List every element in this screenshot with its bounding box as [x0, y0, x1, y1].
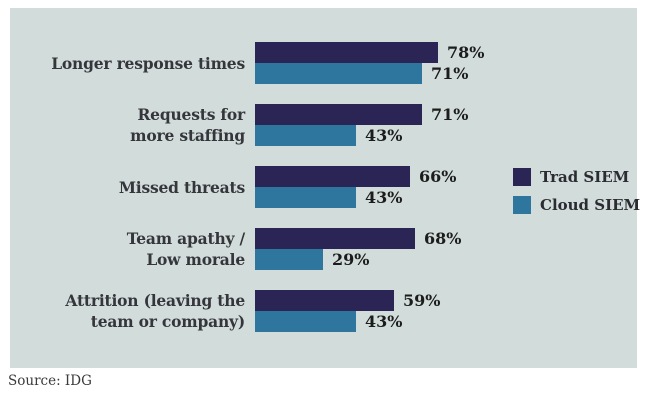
- legend-item-cloud-siem: Cloud SIEM: [513, 196, 640, 214]
- category-label-line: team or company): [90, 312, 245, 331]
- value-label-trad-siem: 68%: [424, 229, 462, 248]
- bar-row: Team apathy / Low morale 68% 29%: [10, 228, 637, 270]
- category-label-line: Missed threats: [118, 177, 245, 197]
- value-label-trad-siem: 66%: [419, 167, 457, 186]
- value-label-cloud-siem: 43%: [365, 126, 403, 145]
- bar-trad-siem: [255, 290, 394, 311]
- value-label-cloud-siem: 29%: [332, 250, 370, 269]
- value-label-cloud-siem: 43%: [365, 312, 403, 331]
- bar-row: Requests for more staffing 71% 43%: [10, 104, 637, 146]
- bar-cloud-siem: [255, 249, 323, 270]
- category-label: Missed threats: [10, 166, 245, 208]
- category-label-line: Longer response times: [51, 53, 245, 73]
- value-label-cloud-siem: 43%: [365, 188, 403, 207]
- category-label-line: Low morale: [146, 250, 245, 269]
- bar-cloud-siem: [255, 311, 356, 332]
- legend-swatch-cloud-siem: [513, 196, 531, 214]
- legend-item-trad-siem: Trad SIEM: [513, 168, 640, 186]
- legend: Trad SIEM Cloud SIEM: [513, 168, 640, 214]
- bar-row: Missed threats 66% 43%: [10, 166, 637, 208]
- chart-panel: Longer response times 78% 71% Requests for m…: [10, 8, 640, 368]
- bar-cloud-siem: [255, 187, 356, 208]
- value-label-trad-siem: 71%: [431, 105, 469, 124]
- bar-cloud-siem: [255, 125, 356, 146]
- category-label: Team apathy / Low morale: [10, 228, 245, 270]
- bar-trad-siem: [255, 42, 438, 63]
- category-label-line: Team apathy /: [126, 229, 245, 248]
- legend-label-cloud-siem: Cloud SIEM: [540, 196, 641, 214]
- category-label-line: Requests for: [137, 105, 246, 124]
- legend-label-trad-siem: Trad SIEM: [540, 168, 630, 186]
- bar-trad-siem: [255, 228, 415, 249]
- bar-row: Attrition (leaving the team or company) 59…: [10, 290, 637, 332]
- value-label-trad-siem: 59%: [403, 291, 441, 310]
- category-label: Longer response times: [10, 42, 245, 84]
- value-label-cloud-siem: 71%: [431, 64, 469, 83]
- category-label-line: more staffing: [130, 126, 245, 145]
- source-label: Source: IDG: [8, 373, 92, 389]
- bar-row: Longer response times 78% 71%: [10, 42, 637, 84]
- legend-swatch-trad-siem: [513, 168, 531, 186]
- bar-trad-siem: [255, 104, 422, 125]
- bar-trad-siem: [255, 166, 410, 187]
- value-label-trad-siem: 78%: [447, 43, 485, 62]
- bar-cloud-siem: [255, 63, 422, 84]
- category-label-line: Attrition (leaving the: [65, 291, 245, 310]
- category-label: Requests for more staffing: [10, 104, 245, 146]
- category-label: Attrition (leaving the team or company): [10, 290, 245, 332]
